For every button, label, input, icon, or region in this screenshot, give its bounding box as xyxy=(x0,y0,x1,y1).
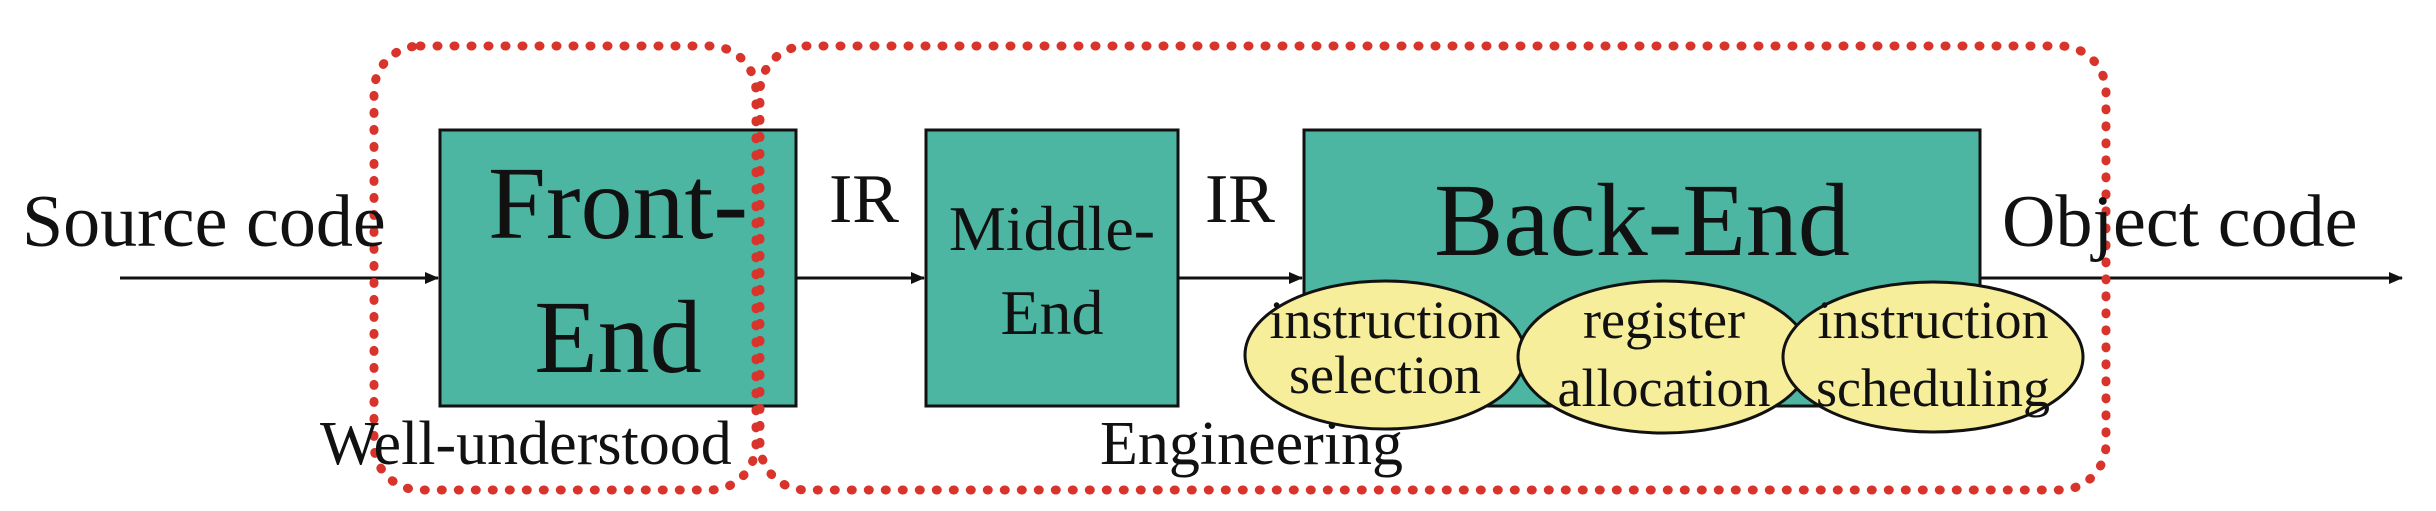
middle-end-label-line1: Middle- xyxy=(949,193,1155,264)
source-code-label: Source code xyxy=(22,181,386,263)
engineering-region xyxy=(755,41,2111,495)
phase-instruction-scheduling-line1: instruction xyxy=(1818,290,2049,350)
middle-end-label-line2: End xyxy=(1000,277,1103,348)
phase-instruction-selection-line1: instruction xyxy=(1270,290,1501,350)
front-end-box xyxy=(438,128,798,408)
back-end-label: Back-End xyxy=(1434,163,1850,278)
engineering-label: Engineering xyxy=(1100,410,1403,478)
phase-instruction-scheduling xyxy=(1781,280,2085,434)
ir-label-right: IR xyxy=(1205,161,1275,238)
phase-register-allocation-line2: allocation xyxy=(1558,358,1771,418)
front-end-label-line1: Front- xyxy=(488,146,748,261)
well-understood-label: Well-understood xyxy=(320,410,732,478)
object-code-label: Object code xyxy=(2002,181,2357,263)
phase-instruction-selection-line2: selection xyxy=(1289,345,1481,405)
front-end-label-line2: End xyxy=(534,280,702,395)
phase-register-allocation-line1: register xyxy=(1583,290,1745,350)
phase-instruction-scheduling-line2: scheduling xyxy=(1816,358,2050,418)
middle-end-box xyxy=(924,128,1180,408)
well-understood-region xyxy=(369,41,761,495)
ir-label-left: IR xyxy=(829,161,899,238)
